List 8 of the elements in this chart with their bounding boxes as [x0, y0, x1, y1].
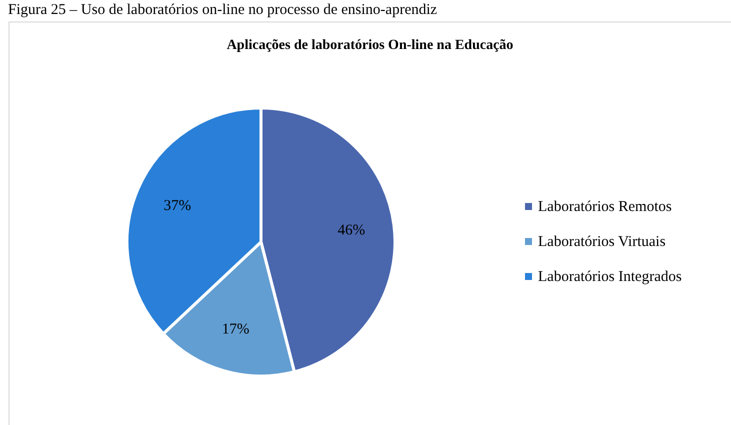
data-label: 17% — [222, 322, 250, 338]
text: Figura 25 – Uso de laboratórios on-line no processo de ensino-aprendiz — [8, 2, 438, 18]
data-label: 46% — [338, 222, 366, 239]
legend-label: Laboratórios Integrados — [538, 269, 682, 285]
legend-label: Laboratórios Remotos — [538, 199, 672, 215]
data-label: 37% — [164, 198, 192, 214]
chart-title: Aplicações de laboratórios On-line na Educação — [226, 38, 514, 53]
legend-label: Laboratórios Virtuais — [538, 234, 666, 250]
